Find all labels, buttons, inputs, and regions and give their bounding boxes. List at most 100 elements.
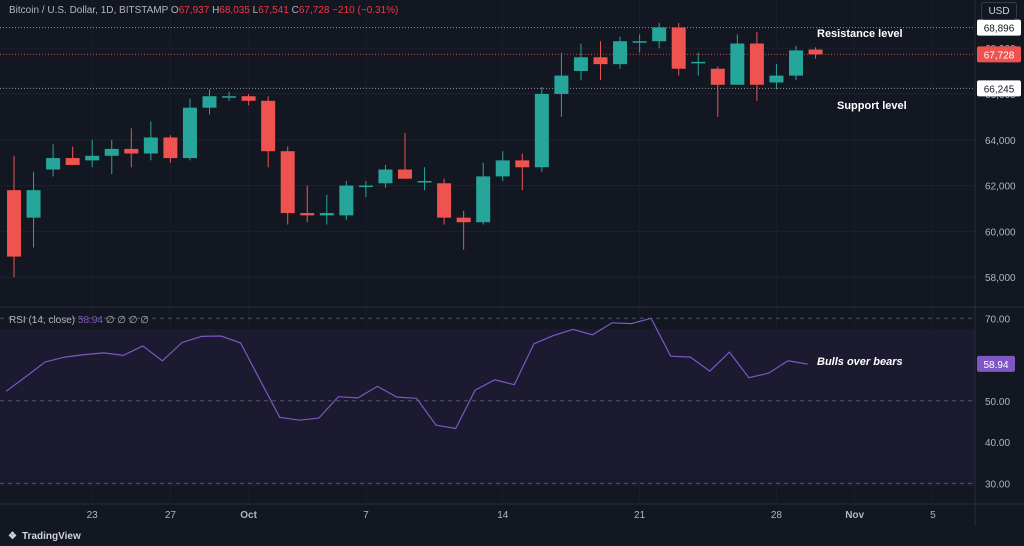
rsi-tick-label: 40.00 [985,438,1010,449]
tradingview-logo-icon: ❖ [8,531,17,542]
candle-body[interactable] [573,57,588,72]
candle-body[interactable] [222,96,237,98]
candle-body[interactable] [769,75,784,83]
candle-body[interactable] [789,50,803,76]
time-axis: 23 27 Oct 7 14 21 28 Nov 5 [87,510,936,521]
price-badge-label: 68,896 [984,24,1015,35]
candle-body[interactable] [398,169,412,179]
brand-name: TradingView [22,531,81,542]
candle-body[interactable] [417,180,432,183]
candle-body[interactable] [182,107,197,159]
time-tick-label: 28 [771,510,783,521]
candle-body[interactable] [143,137,158,154]
candle-body[interactable] [671,27,686,69]
rsi-annotation: Bulls over bears [817,356,903,368]
price-badges: 68,896 66,245 67,728 58.94 [977,19,1021,372]
tradingview-logo[interactable]: ❖ TradingView [8,531,81,542]
rsi-label: RSI (14, close) [9,315,76,326]
close-label: C [291,5,299,16]
candlesticks [7,22,823,278]
candle-body[interactable] [515,160,530,168]
price-tick-label: 62,000 [985,182,1016,193]
price-tick-label: 60,000 [985,227,1016,238]
time-tick-label: 27 [165,510,177,521]
candle-body[interactable] [358,185,373,188]
symbol-title[interactable]: Bitcoin / U.S. Dollar, 1D, BITSTAMP [9,5,169,16]
rsi-value: 58.94 [77,315,103,326]
price-badge [977,46,1021,63]
rsi-line[interactable] [5,317,808,430]
rsi-indicator [0,317,975,484]
rsi-legend[interactable]: RSI (14, close) 58.94 ∅ ∅ ∅ ∅ [9,315,149,326]
price-tick-label: 58,000 [985,273,1016,284]
candle-body[interactable] [46,158,61,170]
symbol-info: Bitcoin / U.S. Dollar, 1D, BITSTAMP O67,… [9,5,398,16]
rsi-tick-label: 70.00 [985,314,1010,325]
candle-body[interactable] [495,160,510,177]
candle-body[interactable] [241,96,256,101]
change-value: −210 (−0.31%) [332,5,399,16]
candle-body[interactable] [65,158,80,165]
candle-body[interactable] [300,213,315,216]
time-tick-label: 14 [497,510,509,521]
candle-body[interactable] [749,43,764,85]
time-tick-label: Nov [845,510,864,521]
candle-body[interactable] [85,155,100,161]
candle-body[interactable] [202,96,217,108]
grid [0,47,975,278]
footer-bar [0,526,1024,546]
candle-body[interactable] [730,43,745,85]
time-tick-label: 5 [930,510,936,521]
price-badge-label: 66,245 [984,84,1015,95]
candle-body[interactable] [124,148,139,154]
price-badge [977,80,1021,97]
candle-body[interactable] [7,190,21,257]
candle-body[interactable] [593,57,608,65]
candle-body[interactable] [378,169,393,184]
candle-body[interactable] [554,75,569,94]
candle-body[interactable] [319,213,334,216]
open-value: 67,937 [178,5,210,16]
high-value: 68,035 [219,5,250,16]
candle-body[interactable] [710,68,725,85]
candle-body[interactable] [456,217,471,223]
candle-body[interactable] [437,183,452,218]
rsi-badge-label: 58.94 [983,360,1008,371]
close-value: 67,728 [298,5,330,16]
rsi-hidden-values: ∅ ∅ ∅ ∅ [105,315,149,326]
candle-body[interactable] [613,41,628,65]
candle-body[interactable] [476,176,491,223]
price-badge-label: 67,728 [984,50,1015,61]
candle-body[interactable] [691,61,706,64]
rsi-tick-label: 50.00 [985,397,1010,408]
currency-button[interactable]: USD [981,2,1017,20]
candle-body[interactable] [280,151,295,214]
time-tick-label: Oct [240,510,257,521]
resistance-annotation: Resistance level [817,28,903,40]
price-tick-label: 64,000 [985,136,1016,147]
candle-body[interactable] [652,27,667,42]
high-label: H [212,5,220,16]
support-annotation: Support level [837,100,907,112]
open-label: O [170,5,179,16]
time-tick-label: 7 [363,510,369,521]
time-tick-label: 21 [634,510,646,521]
time-tick-label: 23 [87,510,99,521]
candle-body[interactable] [534,93,549,168]
low-value: 67,541 [258,5,289,16]
rsi-band [0,329,975,486]
candle-body[interactable] [261,100,276,152]
candle-body[interactable] [808,49,823,55]
candle-body[interactable] [632,41,647,43]
candle-body[interactable] [163,137,178,159]
rsi-tick-label: 30.00 [985,479,1010,490]
candle-body[interactable] [339,185,354,216]
rsi-badge [977,355,1015,372]
candle-body[interactable] [26,190,41,218]
low-label: L [252,5,259,16]
candle-body[interactable] [104,148,119,156]
price-levels [0,27,975,89]
price-badge [977,19,1021,36]
